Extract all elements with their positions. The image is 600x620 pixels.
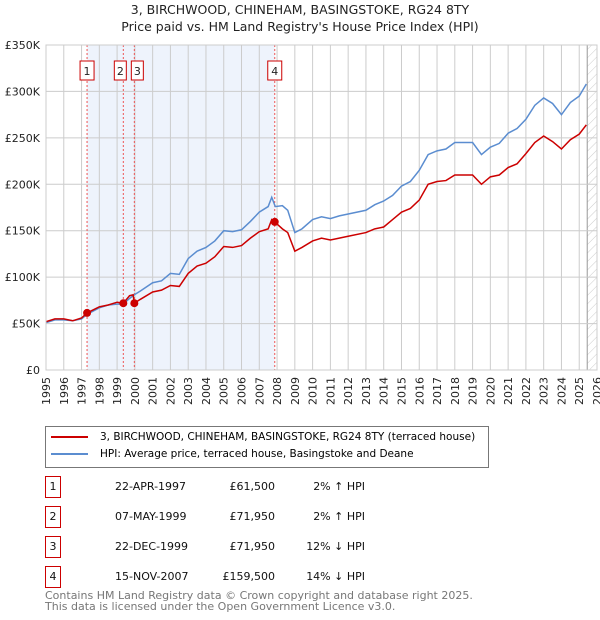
sale-point xyxy=(270,217,279,226)
legend: 3, BIRCHWOOD, CHINEHAM, BASINGSTOKE, RG2… xyxy=(45,426,489,468)
x-tick-label: 2019 xyxy=(467,377,480,405)
series-line xyxy=(45,124,587,323)
sale-price: £71,950 xyxy=(229,510,276,523)
x-tick-label: 1996 xyxy=(58,377,71,405)
sale-number-badge: 4 xyxy=(45,566,61,588)
x-tick-label: 1995 xyxy=(40,377,53,405)
sale-date: 15-NOV-2007 xyxy=(115,570,189,583)
x-tick-label: 2024 xyxy=(555,377,568,405)
x-tick-label: 2007 xyxy=(253,377,266,405)
y-tick-label: £100K xyxy=(5,271,41,284)
x-tick-label: 2018 xyxy=(449,377,462,405)
legend-swatch-red xyxy=(51,436,88,438)
x-tick-label: 2020 xyxy=(484,377,497,405)
footer-line-2: This data is licensed under the Open Gov… xyxy=(45,600,396,613)
x-tick-label: 2002 xyxy=(164,377,177,405)
sale-label-box xyxy=(267,60,283,81)
y-tick-label: £50K xyxy=(12,318,41,331)
chart-title: 3, BIRCHWOOD, CHINEHAM, BASINGSTOKE, RG2… xyxy=(130,2,470,17)
sale-number-badge: 1 xyxy=(45,476,61,498)
x-tick-label: 2005 xyxy=(218,377,231,405)
y-tick-label: £250K xyxy=(5,132,41,145)
x-tick-label: 2000 xyxy=(129,377,142,405)
sale-label: 4 xyxy=(271,65,278,78)
plot-area: 1995 1996 1997 1998 1999 2000 2001 2002 2003 2004… xyxy=(5,39,600,405)
x-tick-label: 2003 xyxy=(182,377,195,405)
sale-label-box xyxy=(79,60,95,81)
sale-date: 22-APR-1997 xyxy=(115,480,187,493)
x-tick-label: 2026 xyxy=(591,377,600,405)
plot-border xyxy=(45,44,598,371)
footer: Contains HM Land Registry data © Crown c… xyxy=(45,590,473,612)
y-tick-label: £350K xyxy=(5,39,41,52)
sale-point xyxy=(83,308,92,317)
sale-date: 22-DEC-1999 xyxy=(115,540,189,553)
sale-point xyxy=(130,299,139,308)
legend-label: HPI: Average price, terraced house, Basi… xyxy=(100,448,414,460)
sale-label-box xyxy=(113,60,127,81)
sale-hpi-diff: 2% ↑ HPI xyxy=(313,510,365,523)
legend-swatch-blue xyxy=(51,453,88,455)
x-tick-label: 2010 xyxy=(307,377,320,405)
series-line xyxy=(45,83,587,324)
x-tick-label: 2015 xyxy=(395,377,408,405)
footer-line-1: Contains HM Land Registry data © Crown c… xyxy=(45,589,473,602)
y-tick-label: £0 xyxy=(26,364,40,377)
x-tick-label: 2008 xyxy=(271,377,284,405)
y-tick-label: £300K xyxy=(5,85,41,98)
x-tick-label: 1997 xyxy=(76,377,89,405)
x-tick-label: 2001 xyxy=(147,377,160,405)
sale-label: 3 xyxy=(134,65,141,78)
x-tick-label: 2012 xyxy=(342,377,355,405)
x-tick-label: 2014 xyxy=(378,377,391,405)
sale-price: £71,950 xyxy=(229,540,276,553)
x-tick-label: 2021 xyxy=(502,377,515,405)
x-tick-label: 2016 xyxy=(413,377,426,405)
x-tick-label: 2025 xyxy=(573,377,586,405)
legend-item-hpi: HPI: Average price, terraced house, Basi… xyxy=(51,448,414,460)
sale-date: 07-MAY-1999 xyxy=(115,510,187,523)
x-tick-label: 2009 xyxy=(289,377,302,405)
sale-hpi-diff: 14% ↓ HPI xyxy=(306,570,365,583)
x-tick-label: 2023 xyxy=(538,377,551,405)
sale-label-box xyxy=(130,60,144,81)
sale-hpi-diff: 12% ↓ HPI xyxy=(306,540,365,553)
x-tick-label: 2011 xyxy=(324,377,337,405)
legend-item-property: 3, BIRCHWOOD, CHINEHAM, BASINGSTOKE, RG2… xyxy=(51,431,475,443)
sale-price: £159,500 xyxy=(222,570,276,583)
x-tick-label: 2022 xyxy=(520,377,533,405)
x-tick-label: 2017 xyxy=(431,377,444,405)
sale-hpi-diff: 2% ↑ HPI xyxy=(313,480,365,493)
chart-subtitle: Price paid vs. HM Land Registry's House … xyxy=(121,19,479,34)
x-tick-label: 1999 xyxy=(111,377,124,405)
shaded-ownership-period xyxy=(87,45,275,370)
x-tick-label: 1998 xyxy=(93,377,106,405)
x-tick-label: 2013 xyxy=(360,377,373,405)
y-tick-label: £150K xyxy=(5,225,41,238)
sale-point xyxy=(119,299,128,308)
y-tick-label: £200K xyxy=(5,178,41,191)
sale-price: £61,500 xyxy=(229,480,276,493)
sale-label: 1 xyxy=(84,65,91,78)
x-tick-label: 2006 xyxy=(236,377,249,405)
x-tick-label: 2004 xyxy=(200,377,213,405)
legend-label: 3, BIRCHWOOD, CHINEHAM, BASINGSTOKE, RG2… xyxy=(100,431,476,443)
hatched-future-region xyxy=(587,45,597,370)
sale-number-badge: 2 xyxy=(45,506,61,528)
sale-label: 2 xyxy=(117,65,124,78)
sale-number-badge: 3 xyxy=(45,536,61,558)
